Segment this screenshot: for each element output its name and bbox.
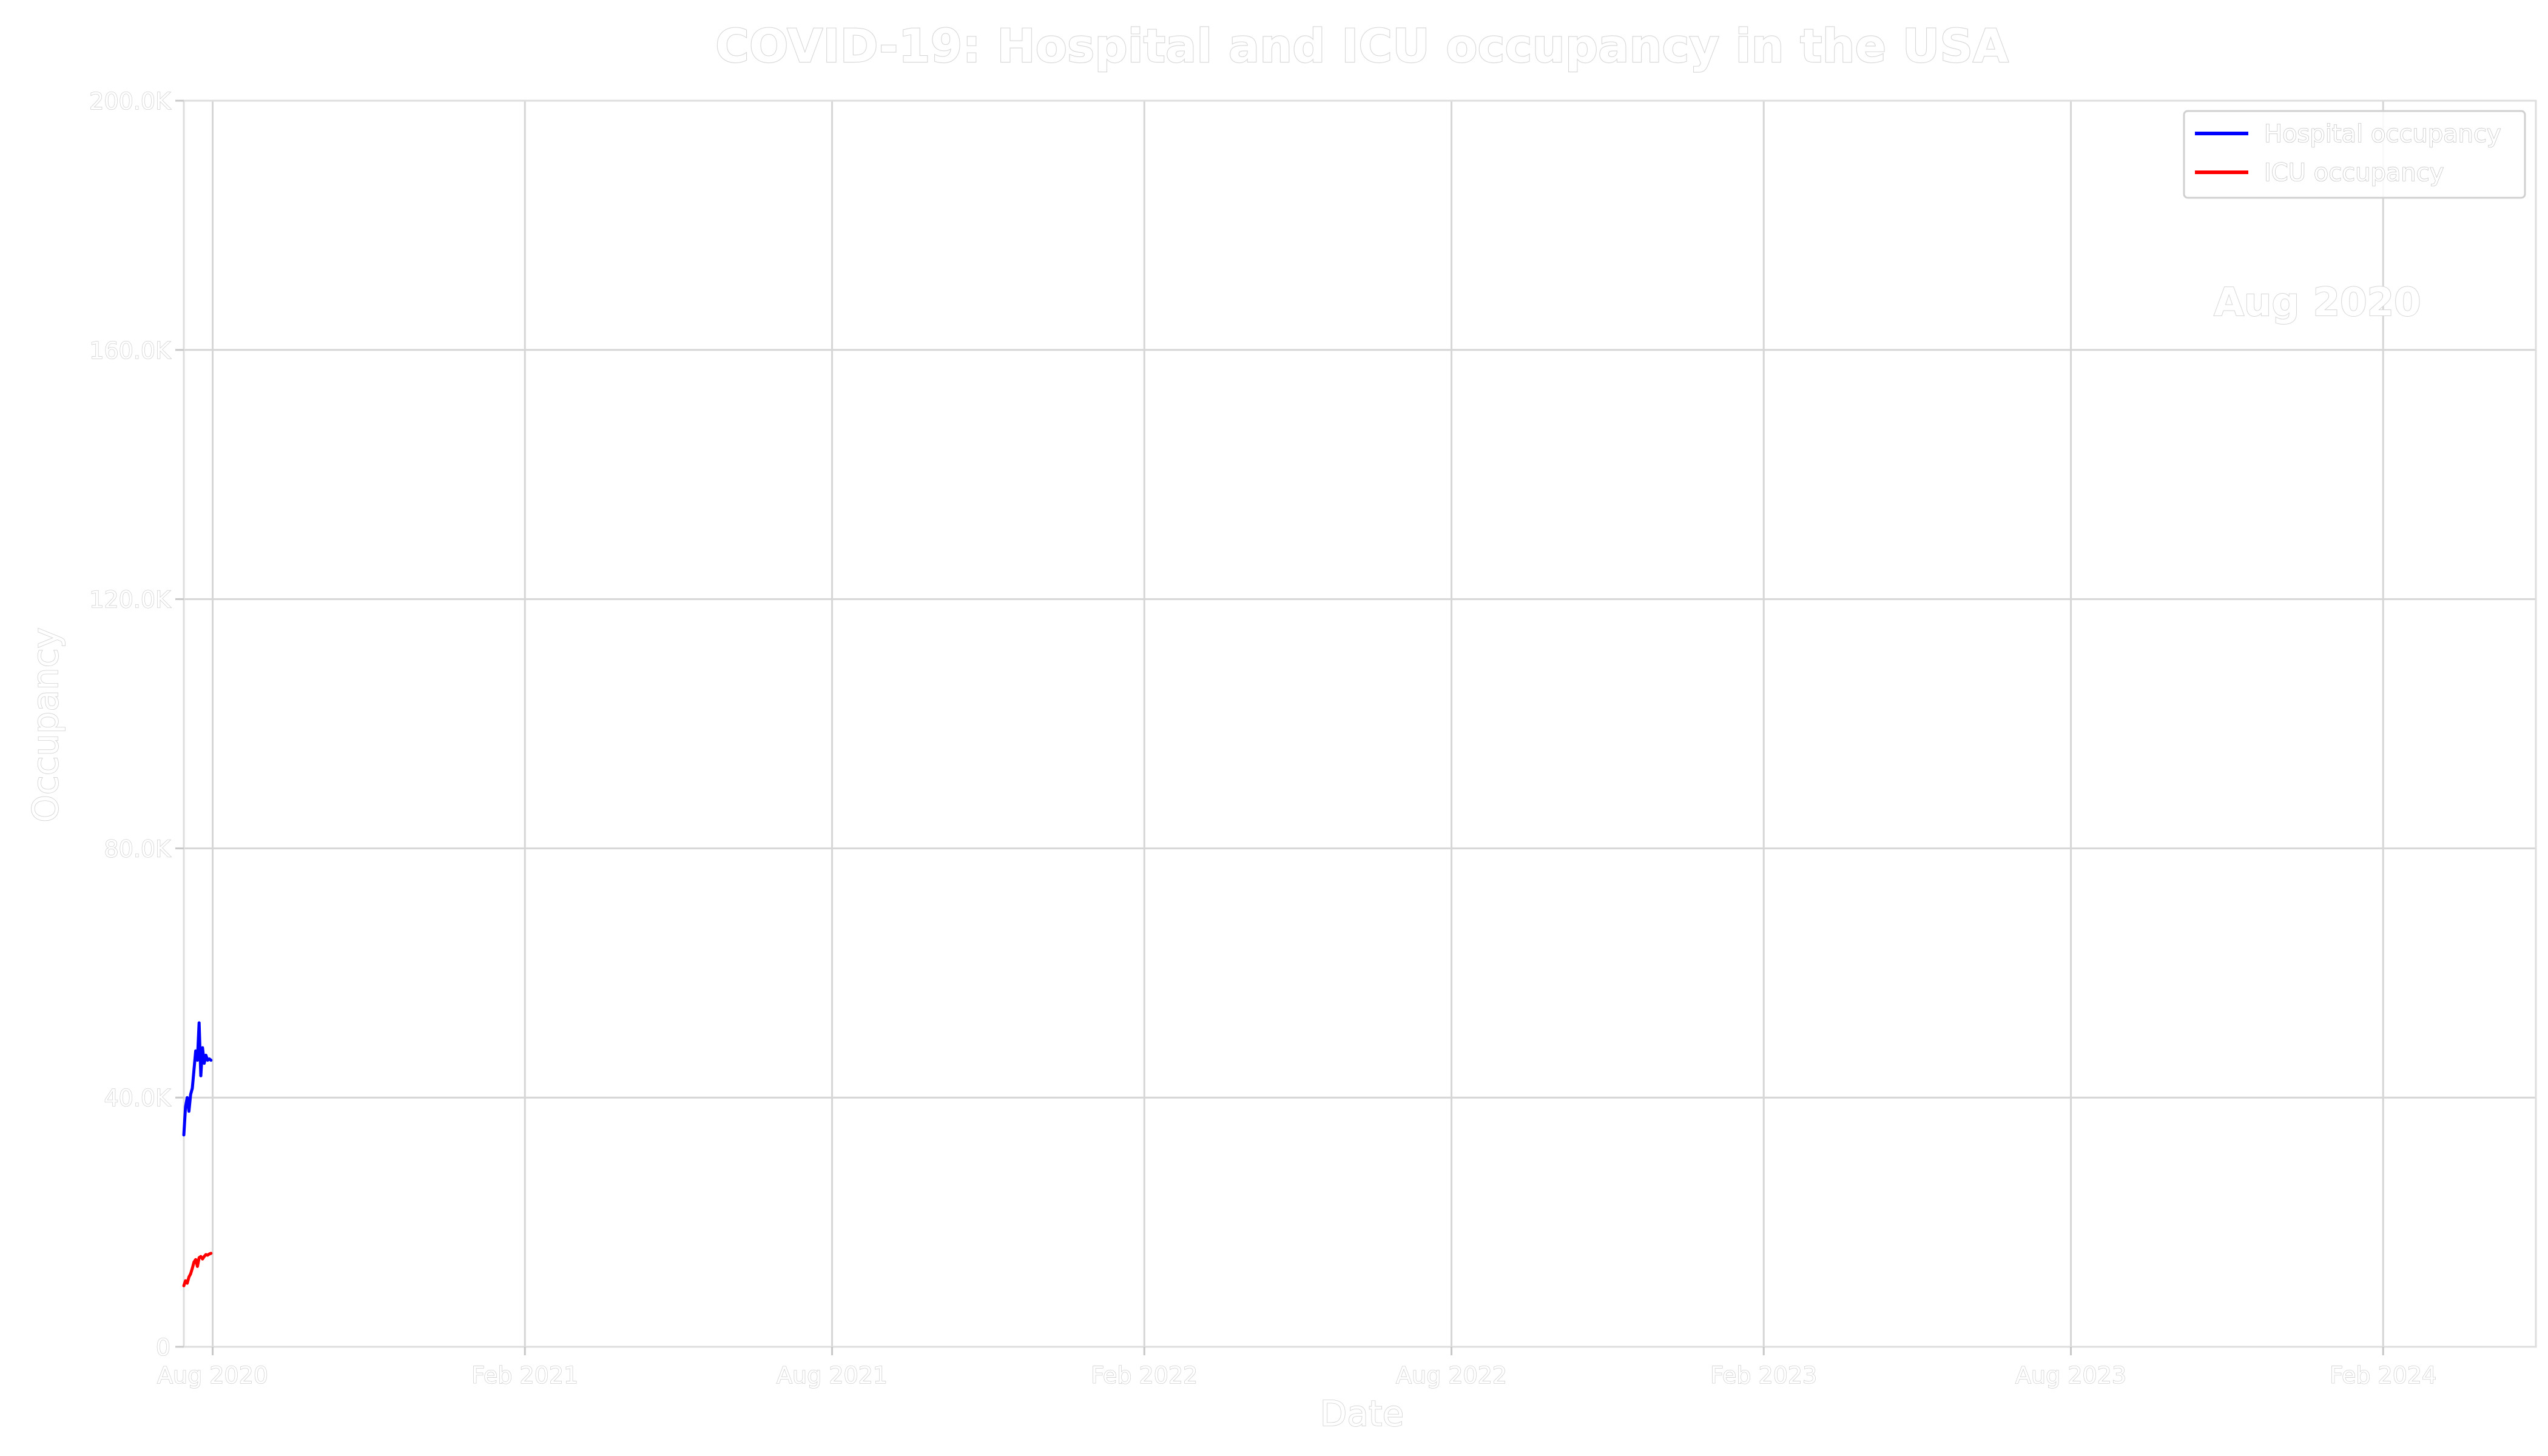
x-tick-label: Aug 2023 xyxy=(2015,1362,2126,1389)
x-tick-label: Aug 2020 xyxy=(157,1362,268,1389)
y-tick-label: 40.0K xyxy=(104,1085,171,1111)
y-tick-label: 0 xyxy=(156,1334,170,1361)
legend-box xyxy=(2183,110,2526,199)
x-tick-label: Feb 2021 xyxy=(471,1362,578,1389)
x-axis-label: Date xyxy=(1320,1393,1404,1434)
y-axis-ticks: 0 40.0K 80.0K 120.0K 160.0K 200.0K xyxy=(89,87,184,1361)
legend-label-hospital: Hospital occupancy xyxy=(2264,120,2501,148)
x-tick-label: Aug 2022 xyxy=(1396,1362,1507,1389)
icu-occupancy-line xyxy=(182,1252,213,1287)
x-axis-ticks: Aug 2020 Feb 2021 Aug 2021 Feb 2022 Aug 2022… xyxy=(157,1347,2437,1389)
hospital-occupancy-line xyxy=(182,1021,213,1137)
x-tick-label: Feb 2023 xyxy=(1710,1362,1817,1389)
y-tick-label: 160.0K xyxy=(89,337,171,364)
y-axis-label: Occupancy xyxy=(25,627,66,823)
chart-title: COVID-19: Hospital and ICU occupancy in … xyxy=(715,19,2009,73)
legend-label-icu: ICU occupancy xyxy=(2264,159,2444,187)
grid xyxy=(184,99,2536,1348)
y-tick-label: 120.0K xyxy=(89,587,171,613)
x-tick-label: Aug 2021 xyxy=(777,1362,888,1389)
date-annotation: Aug 2020 xyxy=(2214,280,2421,325)
series-layer xyxy=(182,1021,213,1287)
y-tick-label: 80.0K xyxy=(104,835,171,862)
plot-frame xyxy=(183,99,2537,1348)
y-tick-label: 200.0K xyxy=(89,88,171,115)
legend: Hospital occupancy ICU occupancy xyxy=(2183,110,2526,199)
x-tick-label: Feb 2022 xyxy=(1091,1362,1198,1389)
x-tick-label: Feb 2024 xyxy=(2330,1362,2436,1389)
